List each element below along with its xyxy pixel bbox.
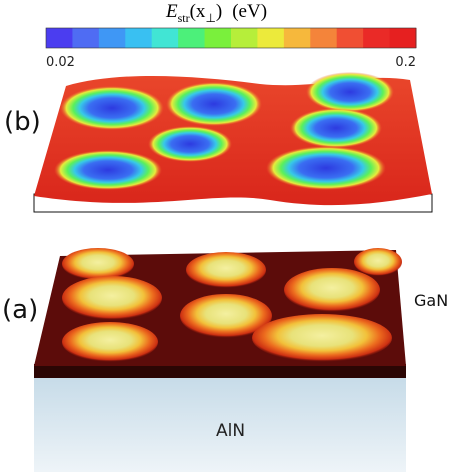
panel-a-dot xyxy=(62,248,134,280)
colorbar xyxy=(46,28,417,48)
panel-b-dot xyxy=(166,82,262,126)
colorbar-max-label: 0.2 xyxy=(395,55,416,70)
colorbar-min-label: 0.02 xyxy=(46,55,75,70)
panel-b-dot xyxy=(54,150,162,190)
colorbar-segment xyxy=(46,28,73,48)
colorbar-segment xyxy=(310,28,338,48)
colorbar-segment xyxy=(283,28,311,48)
colorbar-title-perp: ⊥ xyxy=(205,11,215,25)
colorbar-title-unit: (eV) xyxy=(232,1,267,22)
colorbar-frame xyxy=(45,27,417,49)
panel-a-label: (a) xyxy=(2,295,38,325)
panel-b-dot xyxy=(148,126,232,162)
material-gan-label: GaN xyxy=(414,291,448,310)
colorbar-segment xyxy=(231,28,258,48)
colorbar-segment xyxy=(204,28,232,48)
colorbar-title-argument: (x xyxy=(190,1,206,22)
panel-a-dot xyxy=(186,252,266,288)
colorbar-segment xyxy=(151,28,179,48)
gan-edge xyxy=(34,364,406,378)
panel-a-dot xyxy=(62,276,162,320)
panel-b-dot xyxy=(306,72,394,112)
panel-b-dot xyxy=(266,146,386,190)
panel-b-dot xyxy=(60,86,164,130)
colorbar-segment xyxy=(363,28,391,48)
panel-a-dot xyxy=(180,294,272,338)
panel-a: (a) GaN AlN xyxy=(2,248,448,472)
colorbar-segment xyxy=(125,28,153,48)
panel-b-dot xyxy=(290,108,382,148)
colorbar-title: Estr(x⊥) (eV) xyxy=(165,1,267,25)
colorbar-segment xyxy=(72,28,100,48)
colorbar-segment xyxy=(178,28,206,48)
colorbar-title-symbol: E xyxy=(165,1,178,22)
svg-text:Estr(x⊥)(eV): Estr(x⊥) (eV) xyxy=(165,1,267,25)
colorbar-segment xyxy=(336,28,364,48)
colorbar-title-close: ) xyxy=(216,1,222,22)
colorbar-title-subscript: str xyxy=(178,11,190,25)
panel-a-dot xyxy=(284,268,380,312)
panel-b: (b) xyxy=(4,72,433,213)
material-aln-label: AlN xyxy=(216,421,245,441)
panel-a-dot xyxy=(62,322,158,362)
panel-a-dot xyxy=(252,314,392,362)
panel-a-dot xyxy=(354,248,402,276)
panel-b-label: (b) xyxy=(4,107,41,137)
colorbar-segment xyxy=(257,28,285,48)
aln-substrate xyxy=(34,376,406,472)
colorbar-segment xyxy=(98,28,126,48)
colorbar-segment xyxy=(389,28,417,48)
